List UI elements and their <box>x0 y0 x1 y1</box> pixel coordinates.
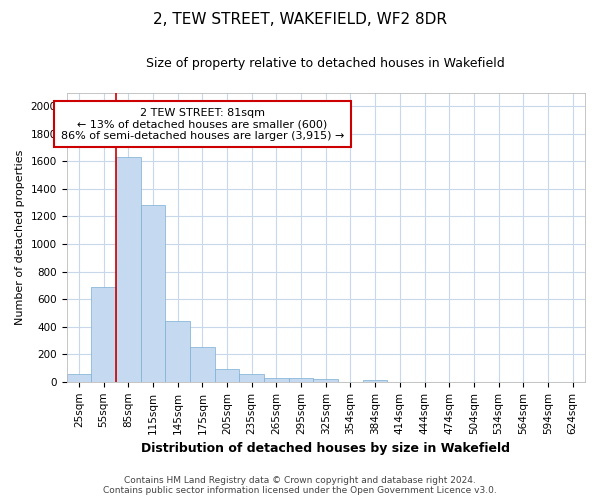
Bar <box>363 380 388 382</box>
Bar <box>215 370 239 382</box>
Bar <box>264 378 289 382</box>
Text: 2, TEW STREET, WAKEFIELD, WF2 8DR: 2, TEW STREET, WAKEFIELD, WF2 8DR <box>153 12 447 28</box>
Bar <box>67 374 91 382</box>
X-axis label: Distribution of detached houses by size in Wakefield: Distribution of detached houses by size … <box>141 442 510 455</box>
Text: Contains HM Land Registry data © Crown copyright and database right 2024.
Contai: Contains HM Land Registry data © Crown c… <box>103 476 497 495</box>
Y-axis label: Number of detached properties: Number of detached properties <box>15 150 25 325</box>
Bar <box>313 379 338 382</box>
Bar <box>91 287 116 382</box>
Bar <box>165 321 190 382</box>
Bar <box>190 348 215 382</box>
Bar <box>116 156 140 382</box>
Bar <box>289 378 313 382</box>
Title: Size of property relative to detached houses in Wakefield: Size of property relative to detached ho… <box>146 58 505 70</box>
Bar <box>239 374 264 382</box>
Text: 2 TEW STREET: 81sqm
← 13% of detached houses are smaller (600)
86% of semi-detac: 2 TEW STREET: 81sqm ← 13% of detached ho… <box>61 108 344 141</box>
Bar <box>140 206 165 382</box>
